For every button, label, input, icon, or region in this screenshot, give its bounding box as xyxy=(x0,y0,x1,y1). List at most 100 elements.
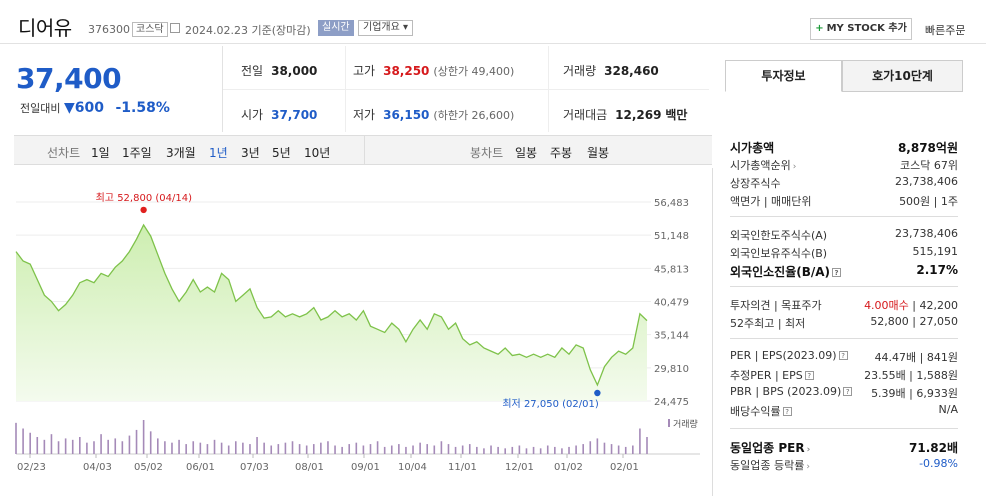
info-row-value: 23.55배 | 1,588원 xyxy=(864,369,958,382)
candle-weekly[interactable]: 주봉 xyxy=(550,146,573,160)
info-panel: 투자정보 호가10단계 시가총액 8,878억원 시가총액순위 › 코스닥 67위 상장주… xyxy=(725,60,963,472)
volume-bar xyxy=(270,445,273,454)
volume-bar xyxy=(362,445,365,454)
down-arrow-icon: ▼ xyxy=(63,100,75,116)
stat-prev: 전일 38,000 xyxy=(241,64,318,78)
period-3m[interactable]: 3개월 xyxy=(166,146,196,160)
help-icon[interactable]: ? xyxy=(804,371,814,380)
info-row[interactable]: 시가총액순위 › 코스닥 67위 xyxy=(730,156,958,174)
volume-bar xyxy=(206,444,209,454)
volume-bar xyxy=(383,446,386,454)
stat-open: 시가 37,700 xyxy=(241,108,318,122)
period-1d[interactable]: 1일 xyxy=(91,146,110,160)
volume-bar xyxy=(284,442,287,454)
volume-bar xyxy=(546,445,549,454)
price-chart: 56,483 51,148 45,813 40,479 35,144 29,810 24,4… xyxy=(0,168,712,496)
tab-order-book[interactable]: 호가10단계 xyxy=(842,60,963,92)
volume-bar xyxy=(22,428,24,454)
stat-amount: 거래대금 12,269 백만 xyxy=(563,108,688,122)
volume-bar xyxy=(468,444,471,454)
stat-high: 고가 38,250 (상한가 49,400) xyxy=(353,64,515,78)
volume-bar xyxy=(36,437,39,454)
volume-bar xyxy=(178,439,180,454)
info-row-value: 500원 | 1주 xyxy=(899,195,958,208)
info-row-label: 외국인한도주식수(A) xyxy=(730,229,828,242)
x-tick-label: 11/01 xyxy=(448,462,477,473)
x-tick-label: 12/01 xyxy=(505,462,534,473)
volume-bar xyxy=(86,442,88,454)
info-row[interactable]: 동일업종 PER › 71.82배 xyxy=(730,438,958,456)
candle-daily[interactable]: 일봉 xyxy=(515,146,538,160)
volume-legend-swatch xyxy=(668,419,670,427)
volume-bar xyxy=(149,431,152,454)
divider xyxy=(712,168,713,496)
volume-bar xyxy=(568,446,570,454)
volume-bar xyxy=(341,446,343,454)
volume-bar xyxy=(234,441,237,454)
quote-stats: 전일 38,000 고가 38,250 (상한가 49,400) 거래량 328,460… xyxy=(223,46,709,132)
high-label: 최고 52,800 (04/14) xyxy=(96,192,192,204)
volume-bar xyxy=(525,448,528,454)
help-icon[interactable]: ? xyxy=(782,407,792,416)
chevron-right-icon: › xyxy=(792,162,797,172)
info-row-value: N/A xyxy=(938,403,958,416)
stat-low: 저가 36,150 (하한가 26,600) xyxy=(353,108,515,122)
period-3y[interactable]: 3년 xyxy=(241,146,260,160)
volume-bar xyxy=(412,445,414,454)
divider xyxy=(730,338,958,339)
period-1w[interactable]: 1주일 xyxy=(122,146,152,160)
info-row: PER | EPS(2023.09)? 44.47배 | 841원 xyxy=(730,348,958,366)
volume-bar xyxy=(93,441,95,454)
volume-bar xyxy=(632,445,634,454)
quote-date: 2024.02.23 기준(장마감) xyxy=(185,24,311,37)
info-row-label: PER | EPS(2023.09)? xyxy=(730,349,848,362)
y-tick-label: 35,144 xyxy=(654,331,689,342)
info-row: 외국인소진율(B/A)? 2.17% xyxy=(730,262,958,280)
quick-order-link[interactable]: 빠른주문 xyxy=(925,24,966,37)
volume-bar xyxy=(376,441,379,454)
volume-bar xyxy=(610,444,613,454)
info-row[interactable]: 동일업종 등락률 › -0.98% xyxy=(730,456,958,474)
period-10y[interactable]: 10년 xyxy=(304,146,331,160)
volume-bar xyxy=(291,441,294,454)
volume-bar xyxy=(171,442,173,454)
plus-icon: + xyxy=(815,23,824,34)
y-tick-label: 51,148 xyxy=(654,231,689,242)
x-tick-label: 10/04 xyxy=(398,462,427,473)
candle-monthly[interactable]: 월봉 xyxy=(587,146,610,160)
help-icon[interactable]: ? xyxy=(838,351,848,360)
info-row-value: 23,738,406 xyxy=(895,175,958,188)
volume-bar xyxy=(185,444,187,454)
info-row: 외국인보유주식수(B) 515,191 xyxy=(730,244,958,262)
volume-bar xyxy=(461,445,464,454)
volume-bar xyxy=(497,446,499,454)
low-label: 최저 27,050 (02/01) xyxy=(502,398,598,410)
volume-bar xyxy=(121,441,124,454)
volume-bar xyxy=(298,444,301,454)
my-stock-add-button[interactable]: + MY STOCK 추가 xyxy=(810,18,912,40)
info-row-value: 71.82배 xyxy=(909,441,958,455)
market-badge: 코스닥 xyxy=(132,22,168,37)
info-row: 배당수익률? N/A xyxy=(730,402,958,420)
price-chart-svg: 56,483 51,148 45,813 40,479 35,144 29,810 24,4… xyxy=(15,192,700,473)
volume-bar xyxy=(192,441,195,454)
info-row-value: 4.00매수 | 42,200 xyxy=(864,299,958,312)
company-overview-dropdown[interactable]: 기업개요 ▾ xyxy=(358,20,413,36)
period-1y[interactable]: 1년 xyxy=(209,146,228,160)
info-row-value: 5.39배 | 6,933원 xyxy=(871,387,958,400)
x-tick-label: 04/03 xyxy=(83,462,112,473)
tab-investment-info[interactable]: 투자정보 xyxy=(725,60,842,92)
help-icon[interactable]: ? xyxy=(832,268,842,277)
help-icon[interactable]: ? xyxy=(843,387,853,396)
info-row: 추정PER | EPS? 23.55배 | 1,588원 xyxy=(730,366,958,384)
volume-bar xyxy=(320,442,322,454)
info-row-label: 투자의견 | 목표주가 xyxy=(730,299,822,312)
price-change: 전일대비 ▼600 -1.58% xyxy=(20,100,170,116)
realtime-button[interactable]: 실시간 xyxy=(318,20,354,36)
info-row-label: 시가총액 xyxy=(730,141,775,155)
info-row-value: 515,191 xyxy=(912,245,959,258)
x-tick-label: 02/23 xyxy=(17,462,46,473)
period-5y[interactable]: 5년 xyxy=(272,146,291,160)
volume-bar xyxy=(624,446,627,454)
volume-bar xyxy=(43,439,46,454)
